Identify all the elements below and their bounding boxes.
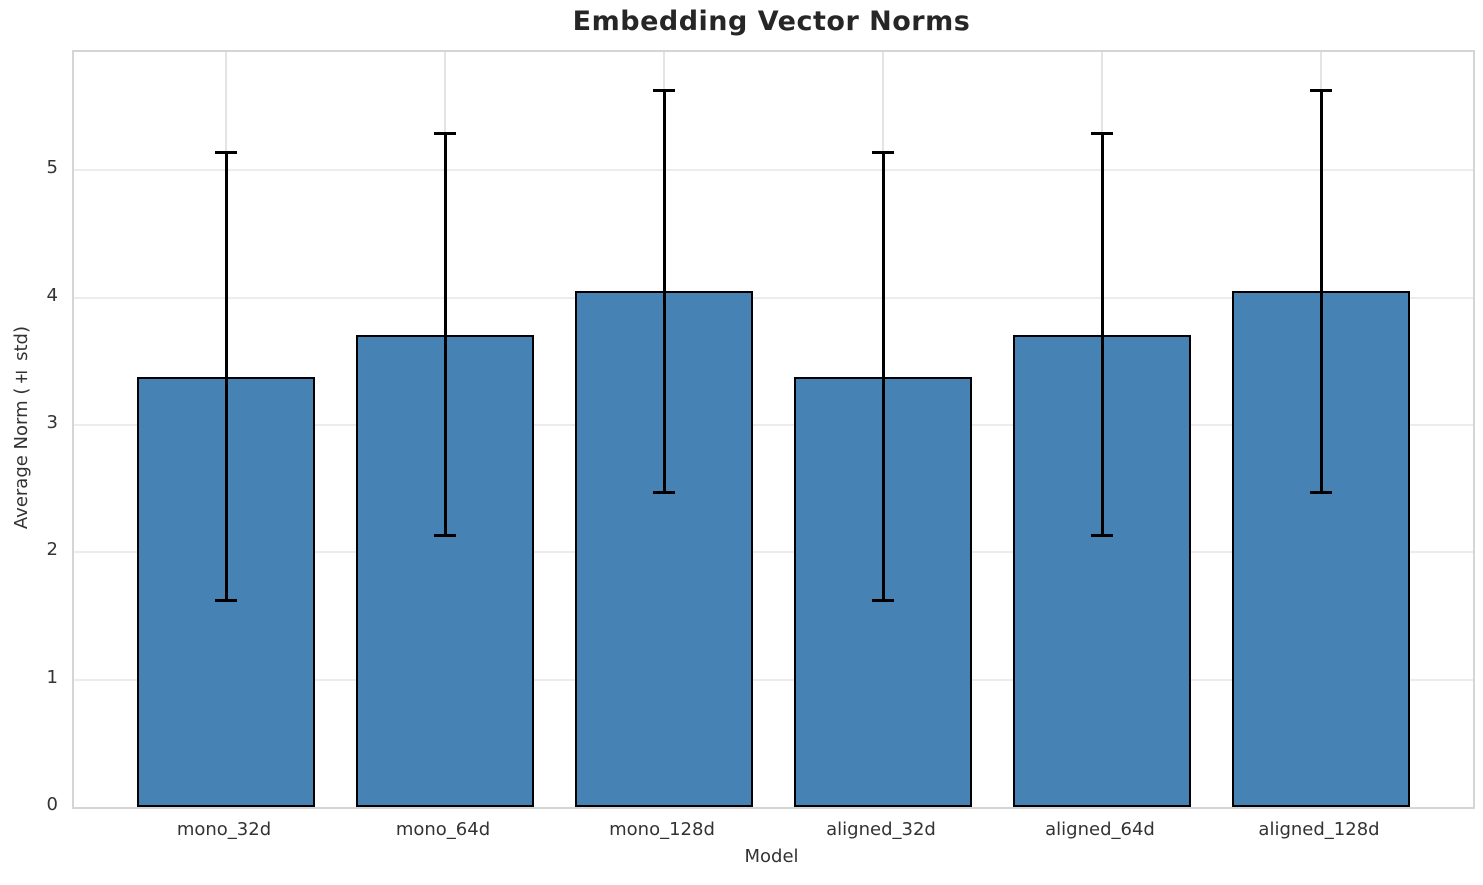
- error-cap-aligned_32d: [872, 599, 894, 603]
- x-tick-label-aligned_32d: aligned_32d: [826, 819, 936, 840]
- y-tick-label: 1: [46, 666, 58, 688]
- y-tick-label: 5: [46, 157, 58, 179]
- error-bar-aligned_32d: [881, 152, 885, 601]
- error-cap-aligned_128d: [1310, 491, 1332, 495]
- error-cap-mono_64d: [434, 534, 456, 538]
- y-gridline: [74, 551, 1473, 554]
- y-gridline: [74, 296, 1473, 299]
- x-tick-label-aligned_64d: aligned_64d: [1045, 819, 1155, 840]
- error-cap-mono_32d: [215, 599, 237, 603]
- y-tick-label: 4: [46, 284, 58, 306]
- error-cap-aligned_128d: [1310, 88, 1332, 92]
- error-cap-mono_32d: [215, 151, 237, 155]
- x-tick-label-mono_64d: mono_64d: [395, 819, 491, 840]
- x-tick-label-mono_32d: mono_32d: [176, 819, 272, 840]
- y-tick-label: 3: [46, 412, 58, 434]
- y-gridline: [74, 169, 1473, 172]
- error-cap-mono_64d: [434, 131, 456, 135]
- x-tick-label-mono_128d: mono_128d: [609, 819, 715, 840]
- y-gridline: [74, 678, 1473, 681]
- error-cap-mono_128d: [653, 491, 675, 495]
- error-bar-mono_64d: [443, 133, 447, 536]
- error-cap-mono_128d: [653, 88, 675, 92]
- x-tick-label-aligned_128d: aligned_128d: [1258, 819, 1380, 840]
- error-cap-aligned_32d: [872, 151, 894, 155]
- error-cap-aligned_64d: [1091, 131, 1113, 135]
- y-gridline: [74, 424, 1473, 427]
- error-bar-aligned_64d: [1100, 133, 1104, 536]
- y-tick-label: 2: [46, 539, 58, 561]
- x-axis-label: Model: [744, 846, 799, 867]
- plot-area: [72, 50, 1475, 809]
- y-tick-label: 0: [46, 794, 58, 815]
- chart-title: Embedding Vector Norms: [572, 6, 971, 37]
- error-cap-aligned_64d: [1091, 534, 1113, 538]
- error-bar-aligned_128d: [1319, 90, 1323, 493]
- error-bar-mono_128d: [662, 90, 666, 493]
- error-bar-mono_32d: [224, 152, 228, 601]
- bar-mono_64d: [356, 334, 534, 807]
